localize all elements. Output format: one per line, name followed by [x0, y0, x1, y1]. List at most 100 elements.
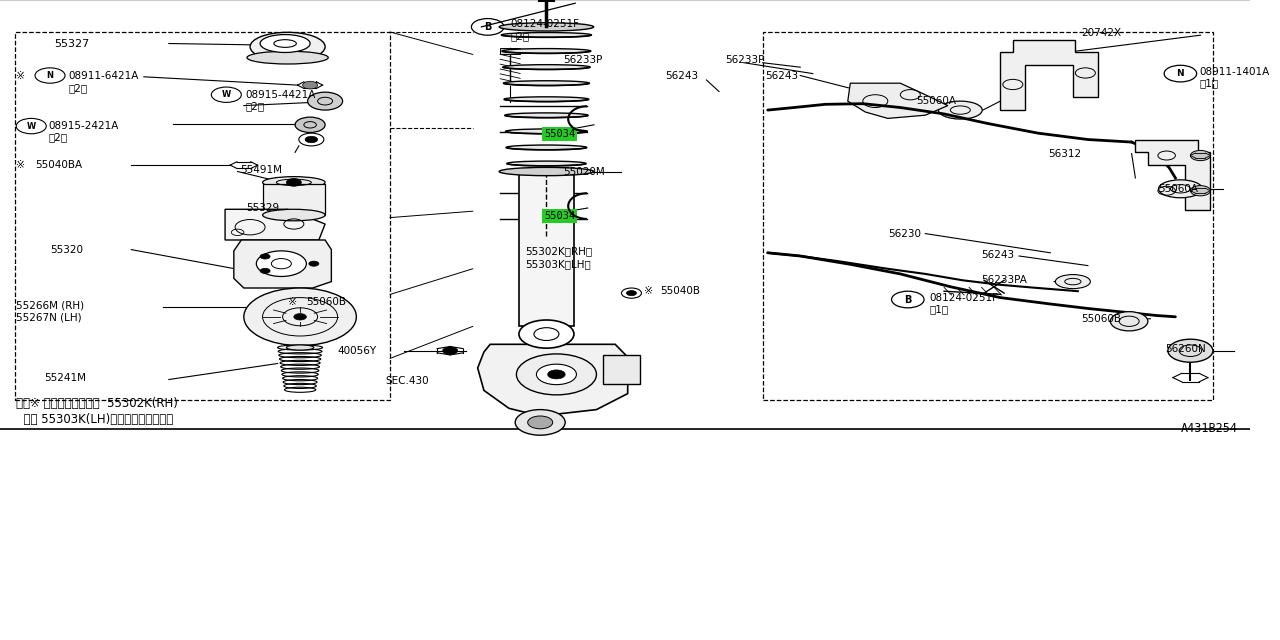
Bar — [603, 355, 640, 384]
Text: 55060A: 55060A — [1158, 184, 1198, 194]
Text: B: B — [904, 294, 911, 305]
Circle shape — [260, 268, 270, 273]
Text: 08915-4421A: 08915-4421A — [244, 90, 315, 100]
Text: 56233P: 56233P — [563, 54, 602, 65]
Circle shape — [1190, 186, 1211, 196]
Text: （2）: （2） — [69, 83, 88, 93]
Text: 08915-2421A: 08915-2421A — [49, 121, 119, 131]
Bar — [15, 32, 390, 400]
Circle shape — [527, 416, 553, 429]
Text: 55034: 55034 — [544, 211, 575, 221]
Ellipse shape — [502, 49, 591, 53]
Text: 55302K（RH）: 55302K（RH） — [525, 246, 593, 257]
Ellipse shape — [499, 23, 594, 31]
Circle shape — [516, 354, 596, 395]
Polygon shape — [234, 240, 332, 288]
Ellipse shape — [504, 97, 589, 102]
Bar — [262, 184, 325, 215]
Bar — [518, 172, 573, 326]
Circle shape — [256, 251, 306, 276]
Text: 08911-6421A: 08911-6421A — [69, 70, 140, 81]
Circle shape — [548, 370, 566, 379]
Circle shape — [308, 261, 319, 266]
Text: W: W — [27, 122, 36, 131]
Circle shape — [296, 117, 325, 132]
Text: N: N — [1176, 69, 1184, 78]
Text: 55020M: 55020M — [563, 166, 604, 177]
Ellipse shape — [504, 113, 588, 118]
Polygon shape — [477, 344, 627, 416]
Text: 56312: 56312 — [1048, 148, 1082, 159]
Ellipse shape — [1055, 275, 1091, 289]
Text: 55329: 55329 — [246, 203, 279, 213]
Bar — [763, 32, 1213, 400]
Text: 56233PA: 56233PA — [982, 275, 1028, 285]
Circle shape — [307, 92, 343, 110]
Ellipse shape — [1158, 180, 1202, 198]
Bar — [500, 48, 520, 54]
Text: 56260N: 56260N — [1165, 344, 1206, 354]
Ellipse shape — [503, 81, 589, 86]
Text: W: W — [221, 90, 230, 99]
Text: （2）: （2） — [244, 101, 264, 111]
Circle shape — [626, 291, 636, 296]
Text: 55060A: 55060A — [916, 96, 956, 106]
Text: SEC.430: SEC.430 — [385, 376, 429, 386]
Text: 55327: 55327 — [54, 38, 90, 49]
Text: 08124-0251F: 08124-0251F — [511, 19, 579, 29]
Circle shape — [260, 254, 270, 259]
Text: ※: ※ — [17, 160, 26, 170]
Text: （1）: （1） — [929, 304, 948, 314]
Polygon shape — [847, 83, 947, 118]
Ellipse shape — [507, 161, 586, 166]
Polygon shape — [1135, 140, 1211, 210]
Text: 56230: 56230 — [888, 228, 920, 239]
Circle shape — [515, 410, 566, 435]
Text: N: N — [46, 71, 54, 80]
Polygon shape — [225, 209, 325, 240]
Ellipse shape — [503, 65, 590, 70]
Text: A431B254: A431B254 — [1181, 422, 1238, 435]
Text: 40056Y: 40056Y — [338, 346, 376, 356]
Text: 注）※ 印の部品はコード  55302K(RH): 注）※ 印の部品はコード 55302K(RH) — [17, 397, 178, 410]
Text: 56243: 56243 — [982, 250, 1015, 260]
Text: 55060B: 55060B — [306, 297, 347, 307]
Text: 56243: 56243 — [765, 70, 799, 81]
Text: 55060B: 55060B — [1082, 314, 1121, 324]
Ellipse shape — [502, 33, 591, 37]
Circle shape — [243, 288, 356, 346]
Text: 55267N (LH): 55267N (LH) — [17, 312, 82, 323]
Text: （1）: （1） — [1199, 78, 1219, 88]
Text: 55241M: 55241M — [44, 372, 86, 383]
Text: 55266M (RH): 55266M (RH) — [17, 301, 84, 311]
Circle shape — [302, 81, 317, 89]
Ellipse shape — [260, 35, 310, 52]
Ellipse shape — [506, 129, 588, 134]
Ellipse shape — [499, 168, 594, 175]
Circle shape — [443, 347, 458, 355]
Text: ※: ※ — [644, 286, 653, 296]
Circle shape — [518, 320, 573, 348]
Polygon shape — [1001, 40, 1098, 110]
Text: 55303K（LH）: 55303K（LH） — [525, 259, 591, 269]
Circle shape — [1190, 150, 1211, 161]
Circle shape — [536, 364, 576, 385]
Text: ※: ※ — [17, 70, 26, 81]
Text: 55034: 55034 — [544, 129, 575, 140]
Text: 08124-0251F: 08124-0251F — [929, 292, 998, 303]
Text: 55040BA: 55040BA — [35, 160, 82, 170]
Circle shape — [1110, 312, 1148, 331]
Ellipse shape — [506, 145, 586, 150]
Ellipse shape — [247, 51, 328, 64]
Circle shape — [1167, 339, 1213, 362]
Ellipse shape — [250, 32, 325, 61]
Text: 55491M: 55491M — [241, 164, 282, 175]
Ellipse shape — [287, 345, 314, 350]
Text: （2）: （2） — [511, 31, 530, 41]
Ellipse shape — [938, 101, 982, 119]
Text: 08911-1401A: 08911-1401A — [1199, 67, 1270, 77]
Ellipse shape — [262, 209, 325, 221]
Text: 55320: 55320 — [50, 244, 83, 255]
Text: 及び 55303K(LH)の構成を示します。: 及び 55303K(LH)の構成を示します。 — [17, 413, 174, 426]
Text: 56243: 56243 — [666, 70, 699, 81]
